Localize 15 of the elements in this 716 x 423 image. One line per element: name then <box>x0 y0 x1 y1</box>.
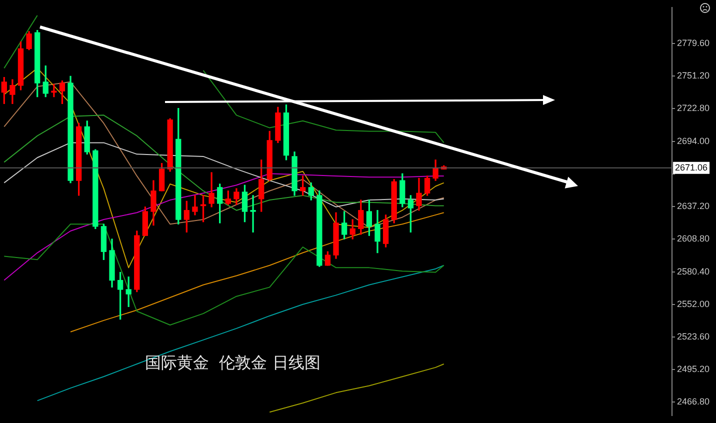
candlestick <box>192 195 198 216</box>
y-tick-label: 2466.80 <box>677 396 710 407</box>
y-tick-label: 2580.40 <box>677 266 710 276</box>
y-tick-label: 2637.20 <box>677 201 710 212</box>
y-tick-label: 2779.60 <box>677 38 710 48</box>
y-tick-label: 2722.80 <box>677 103 710 114</box>
annotation: 国际黄金 伦敦金 日线图 <box>145 353 320 372</box>
candlestick <box>250 195 256 232</box>
y-tick-label: 2608.80 <box>677 234 710 244</box>
y-tick-label: 2495.20 <box>677 364 710 374</box>
y-tick-label: 2751.20 <box>677 70 710 80</box>
y-tick-label: 2552.00 <box>677 298 710 309</box>
y-tick-label: 2523.60 <box>677 331 710 342</box>
y-tick-label: 2694.00 <box>677 136 710 146</box>
ref-line-label: 2671.06 <box>675 162 708 172</box>
